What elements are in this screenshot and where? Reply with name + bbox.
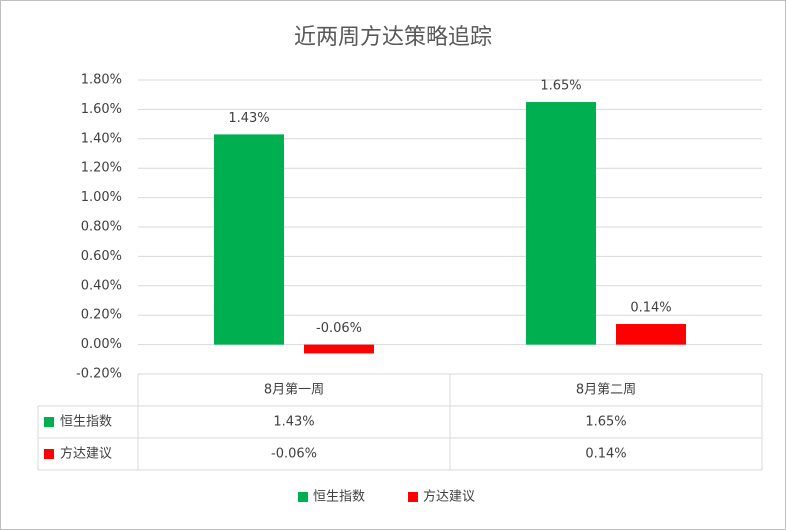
y-tick-label: 0.80% (81, 220, 122, 235)
data-label: 0.14% (630, 301, 671, 316)
legend-key (408, 492, 418, 502)
data-label: -0.06% (316, 321, 362, 336)
table-cell: 1.65% (585, 415, 626, 430)
data-label: 1.43% (228, 111, 269, 126)
legend-label: 方达建议 (423, 489, 475, 505)
x-tick-label: 8月第二周 (576, 383, 636, 398)
table-cell: 0.14% (585, 447, 626, 462)
table-series-name: 恒生指数 (60, 415, 112, 430)
bar (616, 324, 686, 345)
table-legend-key (44, 449, 54, 459)
table-legend-key (44, 417, 54, 427)
y-tick-label: 0.00% (81, 337, 122, 352)
y-tick-label: -0.20% (76, 367, 122, 382)
table-cell: -0.06% (271, 447, 317, 462)
y-tick-label: 1.00% (81, 190, 122, 205)
table-series-name: 方达建议 (60, 446, 112, 462)
table-cell: 1.43% (273, 415, 314, 430)
data-label: 1.65% (540, 79, 581, 94)
legend-label: 恒生指数 (313, 490, 365, 505)
y-tick-label: 1.80% (81, 73, 122, 88)
y-tick-label: 0.20% (81, 308, 122, 323)
x-tick-label: 8月第一周 (264, 383, 324, 398)
chart-title: 近两周方达策略追踪 (294, 25, 492, 50)
bar (526, 102, 596, 345)
bar (304, 344, 374, 354)
y-tick-label: 0.60% (81, 249, 122, 264)
bar (214, 134, 284, 345)
y-tick-label: 1.40% (81, 131, 122, 146)
y-tick-label: 1.60% (81, 102, 122, 117)
legend-key (298, 492, 308, 502)
y-tick-label: 0.40% (81, 278, 122, 293)
y-tick-label: 1.20% (81, 161, 122, 176)
